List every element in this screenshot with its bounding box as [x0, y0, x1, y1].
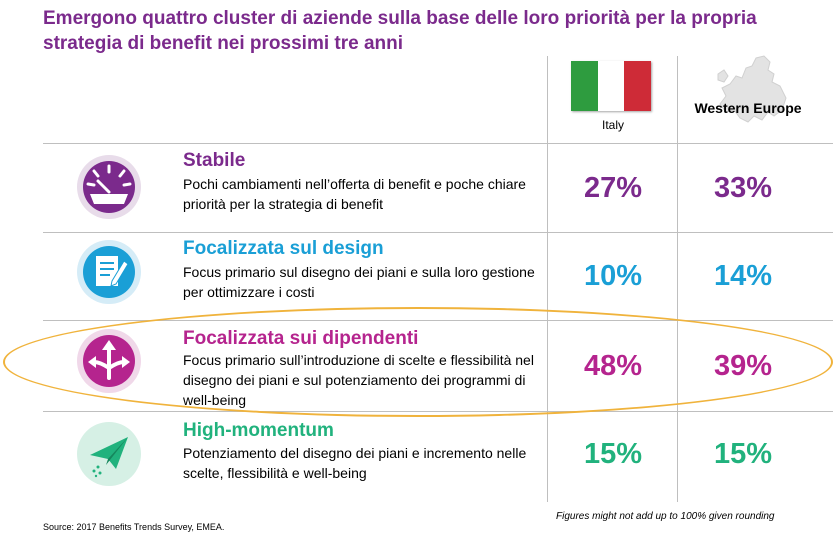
italy-percentage: 27%	[583, 172, 643, 204]
cluster-title: Focalizzata sul design	[183, 238, 384, 259]
cluster-description: Focus primario sul disegno dei piani e s…	[183, 264, 535, 300]
cluster-description: Pochi cambiamenti nell’offerta di benefi…	[183, 176, 526, 212]
europe-percentage: 15%	[713, 438, 773, 470]
row-divider	[43, 232, 833, 233]
source-note: Source: 2017 Benefits Trends Survey, EME…	[43, 522, 225, 532]
row-divider	[43, 143, 833, 144]
paper-plane-icon	[77, 422, 141, 486]
cluster-title: Stabile	[183, 150, 246, 171]
cluster-description: Potenziamento del disegno dei piani e in…	[183, 445, 527, 481]
europe-percentage: 33%	[713, 172, 773, 204]
cluster-title: High-momentum	[183, 420, 334, 441]
highlight-ellipse	[3, 307, 833, 417]
slide-title: Emergono quattro cluster di aziende sull…	[43, 8, 757, 54]
gauge-icon	[77, 155, 141, 219]
europe-percentage: 14%	[713, 260, 773, 292]
document-edit-icon	[77, 240, 141, 304]
column-header-italy: Italy	[601, 118, 624, 132]
italy-percentage: 10%	[583, 260, 643, 292]
italy-flag-icon	[571, 61, 652, 111]
column-divider	[547, 56, 548, 502]
rounding-footnote: Figures might not add up to 100% given r…	[556, 511, 775, 522]
italy-percentage: 15%	[583, 438, 643, 470]
column-divider	[677, 56, 678, 502]
column-header-western-europe: Western Europe	[694, 100, 802, 116]
europe-map-icon	[717, 55, 787, 123]
